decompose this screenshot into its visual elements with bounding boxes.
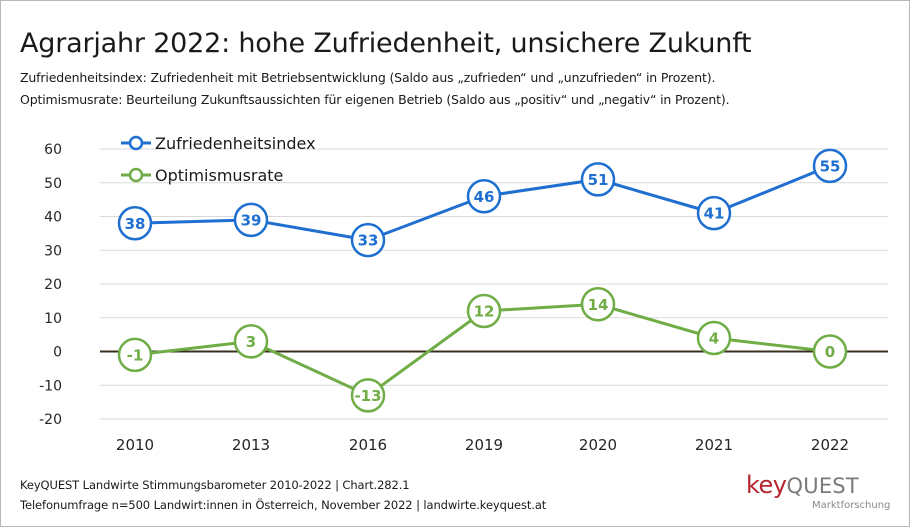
chart-title: Agrarjahr 2022: hohe Zufriedenheit, unsi…: [20, 28, 752, 59]
data-label: -1: [127, 346, 144, 364]
data-label: 39: [241, 211, 262, 229]
legend-marker: [128, 167, 144, 183]
data-label: 38: [125, 215, 146, 233]
data-label: 12: [474, 303, 495, 321]
y-tick-label: 20: [44, 277, 62, 293]
y-tick-label: 50: [44, 176, 62, 192]
data-point: [117, 206, 153, 241]
x-tick-label: 2021: [695, 436, 733, 454]
y-tick-label: 40: [44, 210, 62, 226]
data-label: 55: [820, 157, 841, 175]
y-tick-label: -10: [39, 378, 62, 394]
x-tick-label: 2022: [811, 436, 849, 454]
x-tick-label: 2020: [579, 436, 617, 454]
data-label: 46: [474, 188, 495, 206]
footer-source: KeyQUEST Landwirte Stimmungsbarometer 20…: [20, 478, 410, 492]
data-point: [580, 162, 616, 197]
data-point: [812, 148, 848, 184]
logo-key-text: key: [746, 471, 787, 499]
data-point: [466, 179, 502, 214]
legend-label: Optimismusrate: [155, 166, 283, 185]
footer-method: Telefonumfrage n=500 Landwirt:innen in Ö…: [20, 498, 547, 512]
data-point: [696, 195, 732, 231]
y-tick-label: 30: [44, 243, 62, 259]
y-tick-label: 0: [53, 345, 62, 361]
data-point: [233, 202, 269, 238]
chart-subtitle-1: Zufriedenheitsindex: Zufriedenheit mit B…: [20, 70, 716, 85]
data-label: 14: [588, 296, 609, 314]
data-point: [117, 337, 153, 373]
logo-quest-text: QUEST: [786, 474, 859, 498]
data-point: [466, 293, 502, 329]
keyquest-logo: keyQUEST: [746, 471, 859, 499]
data-point: [233, 324, 269, 359]
data-label: -13: [354, 387, 381, 405]
data-label: 33: [358, 232, 379, 250]
data-label: 51: [588, 171, 609, 189]
legend-label: Zufriedenheitsindex: [155, 134, 316, 153]
legend-marker: [128, 135, 144, 151]
data-point: [350, 222, 386, 258]
data-point: [696, 320, 732, 356]
y-tick-label: -20: [39, 412, 62, 428]
data-point: [580, 287, 616, 322]
x-tick-label: 2010: [116, 436, 154, 454]
x-tick-label: 2019: [465, 436, 503, 454]
logo-subtitle: Marktforschung: [812, 500, 891, 511]
chart-subtitle-2: Optimismusrate: Beurteilung Zukunftsauss…: [20, 92, 730, 107]
y-tick-label: 60: [44, 142, 62, 158]
y-tick-label: 10: [44, 311, 62, 327]
x-tick-label: 2013: [232, 436, 270, 454]
data-point: [812, 334, 848, 369]
data-label: 0: [825, 343, 835, 361]
data-label: 41: [704, 205, 725, 223]
data-point: [350, 378, 386, 413]
x-tick-label: 2016: [349, 436, 387, 454]
data-label: 3: [246, 333, 256, 351]
data-label: 4: [709, 330, 719, 348]
